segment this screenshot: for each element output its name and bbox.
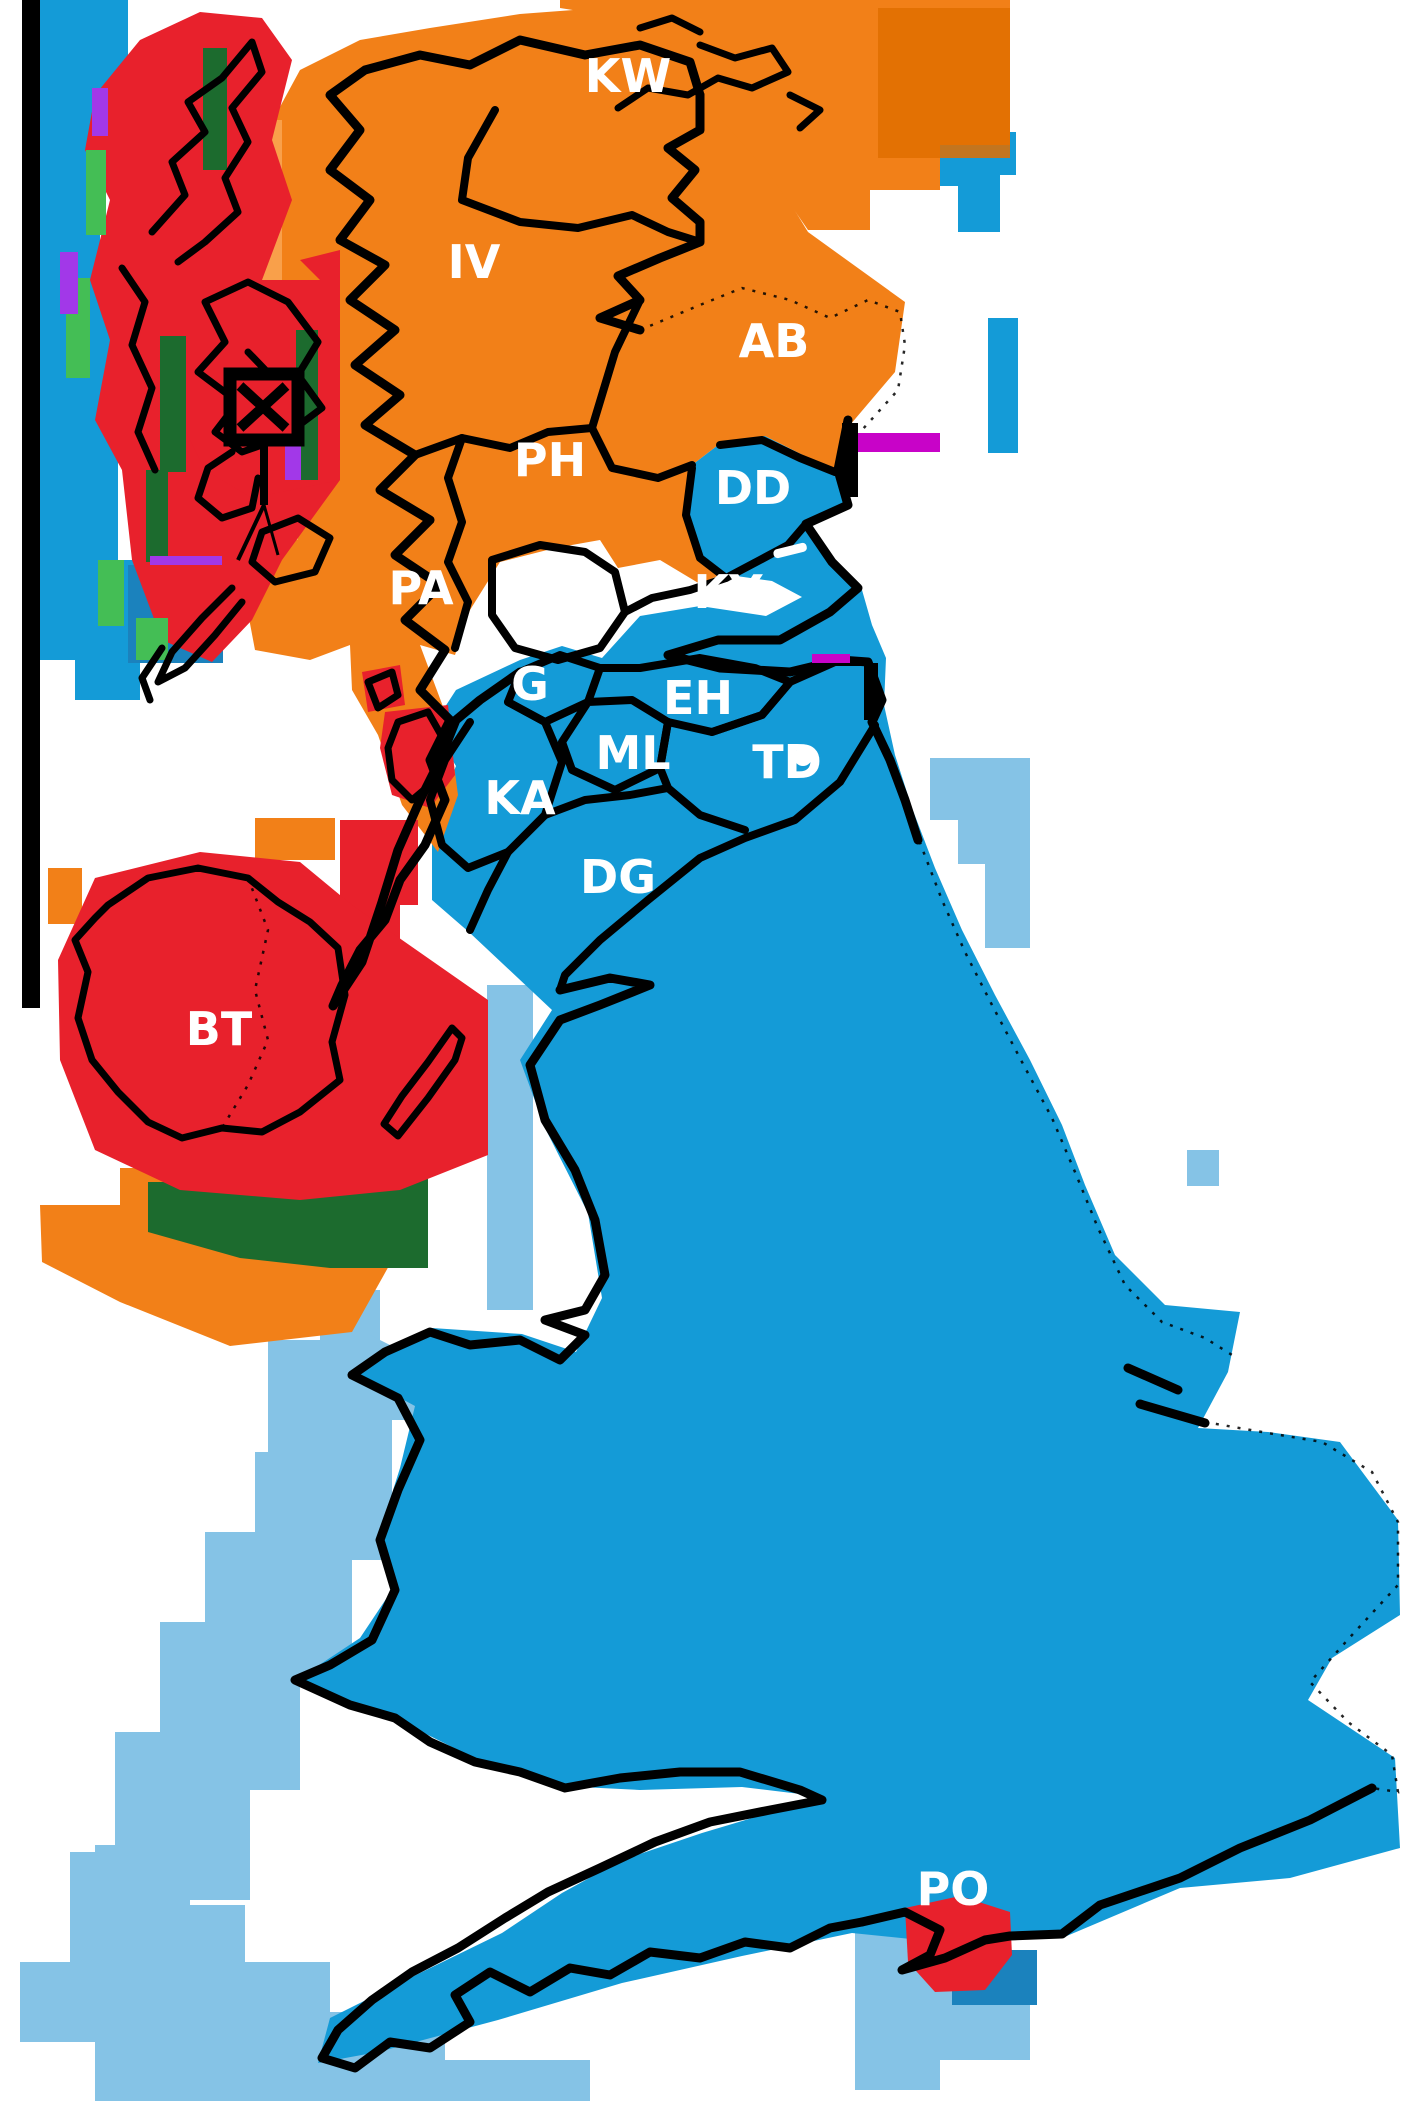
outline-isle-of-man [380,1024,466,1140]
coast-moray [595,90,705,335]
zone-ni-group [40,818,488,1346]
region-ab[interactable]: AB [739,314,810,368]
region-label-iv: IV [448,235,501,289]
coast-south-po [857,1783,1377,1975]
region-label-dd: DD [715,461,791,515]
region-label-bt: BT [186,1002,253,1056]
outline-rum [194,448,262,522]
region-ka[interactable]: KA [484,771,556,825]
zone-red-po [905,1896,1012,1992]
outline-lewis [148,38,266,266]
coast-wash-marks [1123,1363,1210,1428]
region-label-pa: PA [388,561,453,615]
outline-uist [118,264,159,474]
region-label-kw: KW [585,49,671,103]
region-td[interactable]: TD [752,735,822,789]
region-pa[interactable]: PA [388,561,453,615]
magenta-strip-ab [858,433,940,452]
region-label-td: TD [752,735,822,789]
region-label-g: G [511,657,549,711]
pin-marker-icon [223,367,305,561]
region-label-ml: ML [595,726,670,780]
coast-east-anglia-faint [1204,1420,1400,1794]
region-bt[interactable]: BT [186,1002,253,1056]
outline-islay-jura [138,584,246,704]
region-kw[interactable]: KW [585,49,671,103]
coast-scotland-west [325,35,705,1011]
region-label-dg: DG [580,850,656,904]
coast-ne-england-faint [903,799,1233,1357]
outline-arran [384,708,449,804]
outline-bt-inner-faint [220,877,270,1129]
coast-tick-td-icon [864,663,878,720]
outline-orkney [614,14,824,132]
zone-ni-red [58,852,488,1200]
region-label-po: PO [917,1862,990,1916]
outline-mull [248,514,334,586]
border-scotland-england [556,721,879,994]
coast-ab-faint [639,286,907,471]
coast-england-wales [290,973,867,2073]
region-label-ka: KA [484,771,556,825]
region-iv[interactable]: IV [448,235,501,289]
region-dg[interactable]: DG [580,850,656,904]
region-label-ab: AB [739,314,810,368]
region-g[interactable]: G [511,657,549,711]
region-label-ph: PH [514,433,586,487]
magenta-strip-td [812,654,850,663]
left-edge-bar [22,0,40,1008]
outline-bute [364,668,402,712]
zone-blue-ab-fringe [988,318,1018,453]
region-po[interactable]: PO [917,1862,990,1916]
decorations [22,0,940,1008]
coast-tick-ab-icon [842,423,858,497]
outline-bt [71,864,349,1142]
region-labels: KW IV AB PH DD PA FK KY G EH ML TD KA DG… [186,49,990,1916]
white-dot-td [794,748,812,766]
white-dash-ky [773,542,807,559]
zone-blue-main [298,436,1400,2063]
zone-lightblue-fringes [20,758,1219,2101]
borders-scotland-internal [411,106,872,934]
region-ph[interactable]: PH [514,433,586,487]
region-fk[interactable]: FK [499,577,568,631]
region-label-eh: EH [663,671,733,725]
region-label-fk: FK [499,577,568,631]
region-eh[interactable]: EH [663,671,733,725]
region-label-ky: KY [694,565,764,619]
region-dd[interactable]: DD [715,461,791,515]
region-ml[interactable]: ML [595,726,670,780]
region-ky[interactable]: KY [694,565,764,619]
zone-orange-dark-block [878,8,1010,158]
